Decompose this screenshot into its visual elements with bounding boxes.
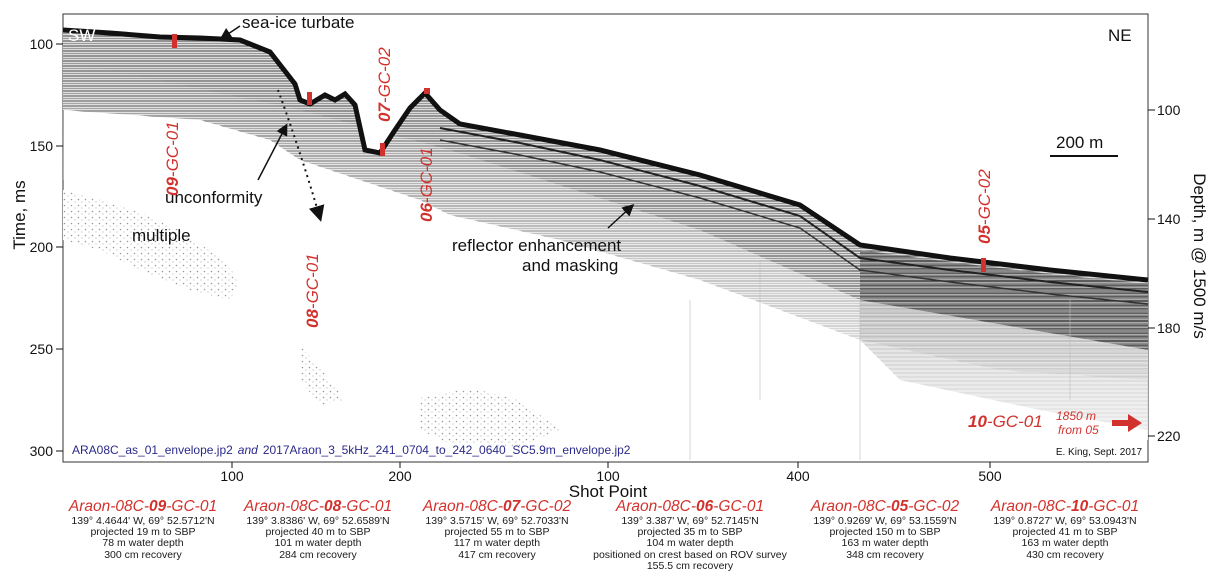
core-title: Araon-08C-10-GC-01 bbox=[990, 498, 1140, 515]
annotation-unconformity: unconformity bbox=[165, 188, 263, 207]
core-projection: projected 19 m to SBP bbox=[90, 526, 196, 539]
core-label-08: 08-GC-01 bbox=[303, 253, 322, 328]
core-projection: projected 40 m to SBP bbox=[265, 526, 371, 539]
right-axis: 100 140 180 220 bbox=[1148, 102, 1181, 444]
annotation-multiple: multiple bbox=[132, 226, 191, 245]
y-left-tick-300: 300 bbox=[30, 443, 54, 459]
core-depth: 163 m water depth bbox=[841, 537, 929, 550]
core-depth: 104 m water depth bbox=[646, 537, 734, 550]
core-title: Araon-08C-07-GC-02 bbox=[422, 498, 572, 515]
core-tick-08 bbox=[307, 92, 312, 105]
core-positioning-note: positioned on crest based on ROV survey bbox=[593, 548, 787, 561]
core-label-07: 07-GC-02 bbox=[375, 47, 394, 122]
seafloor-reflector bbox=[62, 27, 1149, 283]
multiple-deep bbox=[300, 345, 560, 446]
core-tick-05 bbox=[981, 258, 986, 272]
annotation-sea-ice-turbate: sea-ice turbate bbox=[242, 13, 354, 32]
core-block-08: Araon-08C-08-GC-01 139° 3.8386' W, 69° 5… bbox=[233, 498, 403, 561]
offsite-distance-line2: from 05 bbox=[1058, 423, 1099, 437]
core-block-06: Araon-08C-06-GC-01 139° 3.387' W, 69° 52… bbox=[583, 498, 797, 572]
core-recovery: 430 cm recovery bbox=[1026, 548, 1104, 561]
direction-ne: NE bbox=[1108, 26, 1132, 45]
core-title: Araon-08C-09-GC-01 bbox=[68, 498, 218, 515]
arrow-unconformity bbox=[257, 123, 288, 181]
core-depth: 163 m water depth bbox=[1021, 537, 1109, 550]
source-files: ARA08C_as_01_envelope.jp2 and 2017Araon_3_… bbox=[72, 443, 631, 457]
core-depth: 101 m water depth bbox=[274, 537, 362, 550]
bottom-axis: 100 200 100 400 500 bbox=[220, 462, 1002, 484]
x-tick-2: 200 bbox=[388, 468, 412, 484]
y-right-tick-180: 180 bbox=[1157, 320, 1181, 336]
y-right-axis-label: Depth, m @ 1500 m/s bbox=[1190, 173, 1208, 339]
core-block-07: Araon-08C-07-GC-02 139° 3.5715' W, 69° 5… bbox=[412, 498, 582, 561]
core-tick-07 bbox=[380, 143, 385, 156]
core-title: Araon-08C-05-GC-02 bbox=[810, 498, 960, 515]
core-label-10: 10-GC-01 bbox=[968, 412, 1043, 431]
core-depth: 117 m water depth bbox=[453, 537, 541, 550]
core-coords: 139° 0.9269' W, 69° 53.1559'N bbox=[813, 515, 957, 527]
trace-lines bbox=[689, 260, 1071, 460]
core-position-ticks bbox=[172, 34, 986, 272]
sub-reflector-2 bbox=[439, 139, 1149, 305]
core-projection: projected 55 m to SBP bbox=[444, 526, 550, 539]
annotation-reflector-line2: and masking bbox=[522, 256, 618, 275]
core-coords: 139° 3.8386' W, 69° 52.6589'N bbox=[246, 515, 390, 527]
y-left-tick-250: 250 bbox=[30, 341, 54, 357]
sub-reflector-1 bbox=[439, 127, 1149, 293]
core-recovery: 417 cm recovery bbox=[458, 548, 536, 561]
core-projection: projected 150 m to SBP bbox=[829, 526, 941, 539]
y-right-tick-220: 220 bbox=[1157, 428, 1181, 444]
scale-bar-label: 200 m bbox=[1056, 133, 1103, 152]
annotation-reflector-line1: reflector enhancement bbox=[452, 236, 621, 255]
core-block-10: Araon-08C-10-GC-01 139° 0.8727' W, 69° 5… bbox=[978, 498, 1152, 561]
core-coords: 139° 3.387' W, 69° 52.7145'N bbox=[621, 515, 759, 527]
core-label-05: 05-GC-02 bbox=[975, 169, 994, 244]
core-depth: 78 m water depth bbox=[102, 537, 184, 550]
seismic-profile-figure: 100 150 200 250 300 Time, ms 100 140 180… bbox=[10, 13, 1208, 500]
arrow-sea-ice-turbate bbox=[219, 25, 241, 40]
y-left-tick-200: 200 bbox=[30, 239, 54, 255]
core-labels: 09-GC-01 08-GC-01 07-GC-02 06-GC-01 05-G… bbox=[163, 47, 994, 328]
core-projection: projected 41 m to SBP bbox=[1012, 526, 1118, 539]
lower-fade bbox=[63, 60, 1148, 440]
direction-sw: SW bbox=[68, 26, 95, 45]
y-left-tick-100: 100 bbox=[30, 36, 54, 52]
core-coords: 139° 4.4644' W, 69° 52.5712'N bbox=[71, 515, 215, 527]
core-title: Araon-08C-06-GC-01 bbox=[615, 498, 765, 515]
y-right-tick-100: 100 bbox=[1157, 102, 1181, 118]
core-tick-09 bbox=[172, 34, 177, 48]
y-right-tick-140: 140 bbox=[1157, 211, 1181, 227]
arrow-reflector bbox=[607, 203, 635, 229]
core-label-06: 06-GC-01 bbox=[417, 147, 436, 222]
y-left-axis-label: Time, ms bbox=[10, 180, 29, 249]
x-axis-label: Shot Point bbox=[569, 482, 648, 500]
offsite-distance-line1: 1850 m bbox=[1056, 409, 1096, 423]
offsite-arrow-icon bbox=[1112, 414, 1142, 432]
core-coords: 139° 3.5715' W, 69° 52.7033'N bbox=[425, 515, 569, 527]
y-left-tick-150: 150 bbox=[30, 138, 54, 154]
core-coords: 139° 0.8727' W, 69° 53.0943'N bbox=[993, 515, 1137, 527]
core-recovery: 348 cm recovery bbox=[846, 548, 924, 561]
core-projection: projected 35 m to SBP bbox=[637, 526, 743, 539]
core-title: Araon-08C-08-GC-01 bbox=[243, 498, 393, 515]
core-label-09: 09-GC-01 bbox=[163, 121, 182, 196]
credit: E. King, Sept. 2017 bbox=[1056, 447, 1143, 458]
x-tick-1: 100 bbox=[220, 468, 244, 484]
left-axis: 100 150 200 250 300 bbox=[30, 36, 63, 459]
x-tick-3: 100 bbox=[596, 468, 620, 484]
core-recovery: 155.5 cm recovery bbox=[646, 559, 734, 572]
multiple-reflection bbox=[63, 190, 240, 300]
x-tick-5: 500 bbox=[978, 468, 1002, 484]
core-recovery: 284 cm recovery bbox=[279, 548, 357, 561]
core-block-09: Araon-08C-09-GC-01 139° 4.4644' W, 69° 5… bbox=[58, 498, 228, 561]
core-metadata: Araon-08C-09-GC-01 139° 4.4644' W, 69° 5… bbox=[0, 498, 1208, 585]
core-tick-06 bbox=[424, 88, 430, 94]
x-tick-4: 400 bbox=[786, 468, 810, 484]
core-recovery: 300 cm recovery bbox=[104, 548, 182, 561]
core-block-05: Araon-08C-05-GC-02 139° 0.9269' W, 69° 5… bbox=[798, 498, 972, 561]
